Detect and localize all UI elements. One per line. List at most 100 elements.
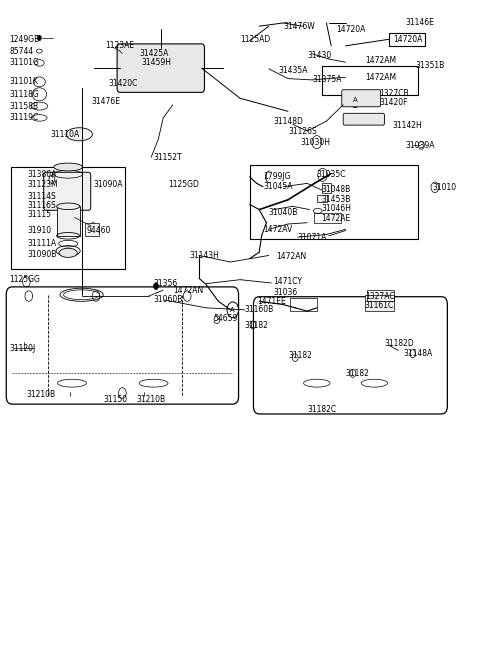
Ellipse shape (54, 163, 83, 171)
Text: 31035C: 31035C (317, 170, 346, 179)
Text: 31476E: 31476E (91, 97, 120, 106)
Bar (11, 167, 125, 269)
Text: 31476W: 31476W (283, 22, 315, 31)
Text: 31182: 31182 (346, 369, 370, 378)
Text: 54659: 54659 (214, 314, 238, 323)
Text: 31210B: 31210B (137, 395, 166, 404)
FancyBboxPatch shape (342, 90, 381, 107)
Text: 31910: 31910 (28, 226, 52, 235)
Text: 1327CB: 1327CB (379, 88, 409, 98)
Bar (317, 195, 327, 202)
Text: 31126S: 31126S (288, 126, 317, 136)
Text: 31120J: 31120J (10, 344, 36, 353)
Text: 31425A: 31425A (139, 49, 168, 58)
Text: 31101K: 31101K (10, 77, 38, 86)
Text: 31116S: 31116S (28, 201, 57, 210)
Text: 31114S: 31114S (28, 192, 57, 201)
Text: 31142H: 31142H (393, 121, 422, 130)
Text: 1472AM: 1472AM (365, 73, 396, 82)
Text: 31110A: 31110A (50, 130, 80, 139)
Text: 31030H: 31030H (300, 138, 330, 147)
Text: 31152T: 31152T (154, 153, 182, 162)
Text: 31048B: 31048B (322, 185, 351, 195)
Text: 1472AV: 1472AV (263, 225, 292, 234)
Text: 31115: 31115 (28, 210, 52, 219)
Text: 1472AN: 1472AN (173, 286, 203, 295)
Bar (314, 213, 341, 223)
Text: 31111A: 31111A (28, 239, 57, 248)
FancyBboxPatch shape (117, 44, 204, 92)
FancyBboxPatch shape (44, 172, 91, 210)
Circle shape (90, 223, 96, 232)
Bar (290, 298, 317, 311)
Text: 31119C: 31119C (10, 113, 39, 122)
Text: 14720A: 14720A (336, 25, 365, 34)
Text: 94460: 94460 (86, 226, 111, 235)
Text: 31351B: 31351B (415, 61, 444, 70)
Text: 31101G: 31101G (10, 58, 39, 67)
Text: 31182: 31182 (245, 321, 269, 330)
Text: 31160B: 31160B (245, 305, 274, 314)
Bar (365, 295, 394, 311)
Circle shape (154, 283, 158, 290)
Text: 31182D: 31182D (384, 339, 414, 348)
Text: 31123M: 31123M (28, 180, 59, 189)
Text: 31375A: 31375A (312, 75, 341, 84)
Text: 31380A: 31380A (28, 170, 57, 179)
Text: 31039A: 31039A (406, 141, 435, 150)
Text: 1125GD: 1125GD (168, 180, 199, 189)
Text: 1327AC: 1327AC (365, 291, 395, 301)
Text: 31148D: 31148D (274, 117, 303, 126)
Text: 31071A: 31071A (298, 233, 327, 242)
Bar (250, 165, 418, 239)
Text: 31090A: 31090A (94, 180, 123, 189)
Text: 1123AE: 1123AE (106, 41, 135, 50)
Ellipse shape (57, 203, 80, 210)
Text: 31060B: 31060B (154, 295, 183, 305)
Text: 31420F: 31420F (379, 98, 408, 107)
Circle shape (37, 35, 41, 41)
Text: 31090B: 31090B (28, 250, 57, 259)
Text: 31158B: 31158B (10, 102, 39, 111)
Text: 1125AD: 1125AD (240, 35, 270, 44)
Bar (57, 206, 80, 236)
Ellipse shape (59, 248, 77, 257)
Bar (322, 66, 418, 95)
Text: 1799JG: 1799JG (263, 172, 290, 181)
Text: 31459H: 31459H (142, 58, 172, 67)
Text: 1472AM: 1472AM (365, 56, 396, 65)
Bar (85, 223, 99, 236)
Text: 31143H: 31143H (190, 251, 219, 260)
Text: 1249GB: 1249GB (10, 35, 40, 44)
Text: 31045A: 31045A (263, 182, 292, 191)
Text: 31161C: 31161C (365, 301, 394, 310)
Text: 31046H: 31046H (322, 204, 351, 214)
Text: 31146E: 31146E (406, 18, 434, 28)
Text: 1471EE: 1471EE (257, 297, 286, 306)
Text: 31010: 31010 (432, 183, 456, 192)
Text: 31356: 31356 (154, 279, 178, 288)
Ellipse shape (66, 128, 92, 141)
Text: 31150: 31150 (103, 395, 127, 404)
Text: 31430: 31430 (307, 51, 332, 60)
Text: 31182: 31182 (288, 350, 312, 360)
Text: 14720A: 14720A (394, 35, 423, 44)
Text: A: A (230, 307, 235, 313)
Bar (389, 33, 425, 46)
Text: 31036: 31036 (274, 288, 298, 297)
Text: 1125GG: 1125GG (10, 275, 40, 284)
Text: 31210B: 31210B (26, 390, 56, 399)
Text: 31420C: 31420C (108, 79, 137, 88)
Text: 31182C: 31182C (307, 405, 336, 414)
Bar (322, 183, 331, 193)
Text: 1472AE: 1472AE (322, 214, 351, 223)
Text: 85744: 85744 (10, 47, 34, 56)
Text: 31118G: 31118G (10, 90, 39, 99)
Text: 31435A: 31435A (278, 66, 308, 75)
Text: 1472AN: 1472AN (276, 252, 307, 261)
Text: A: A (353, 96, 358, 103)
Text: 1471CY: 1471CY (274, 277, 302, 286)
Ellipse shape (56, 246, 80, 256)
FancyBboxPatch shape (343, 113, 384, 125)
Text: 31148A: 31148A (403, 349, 432, 358)
